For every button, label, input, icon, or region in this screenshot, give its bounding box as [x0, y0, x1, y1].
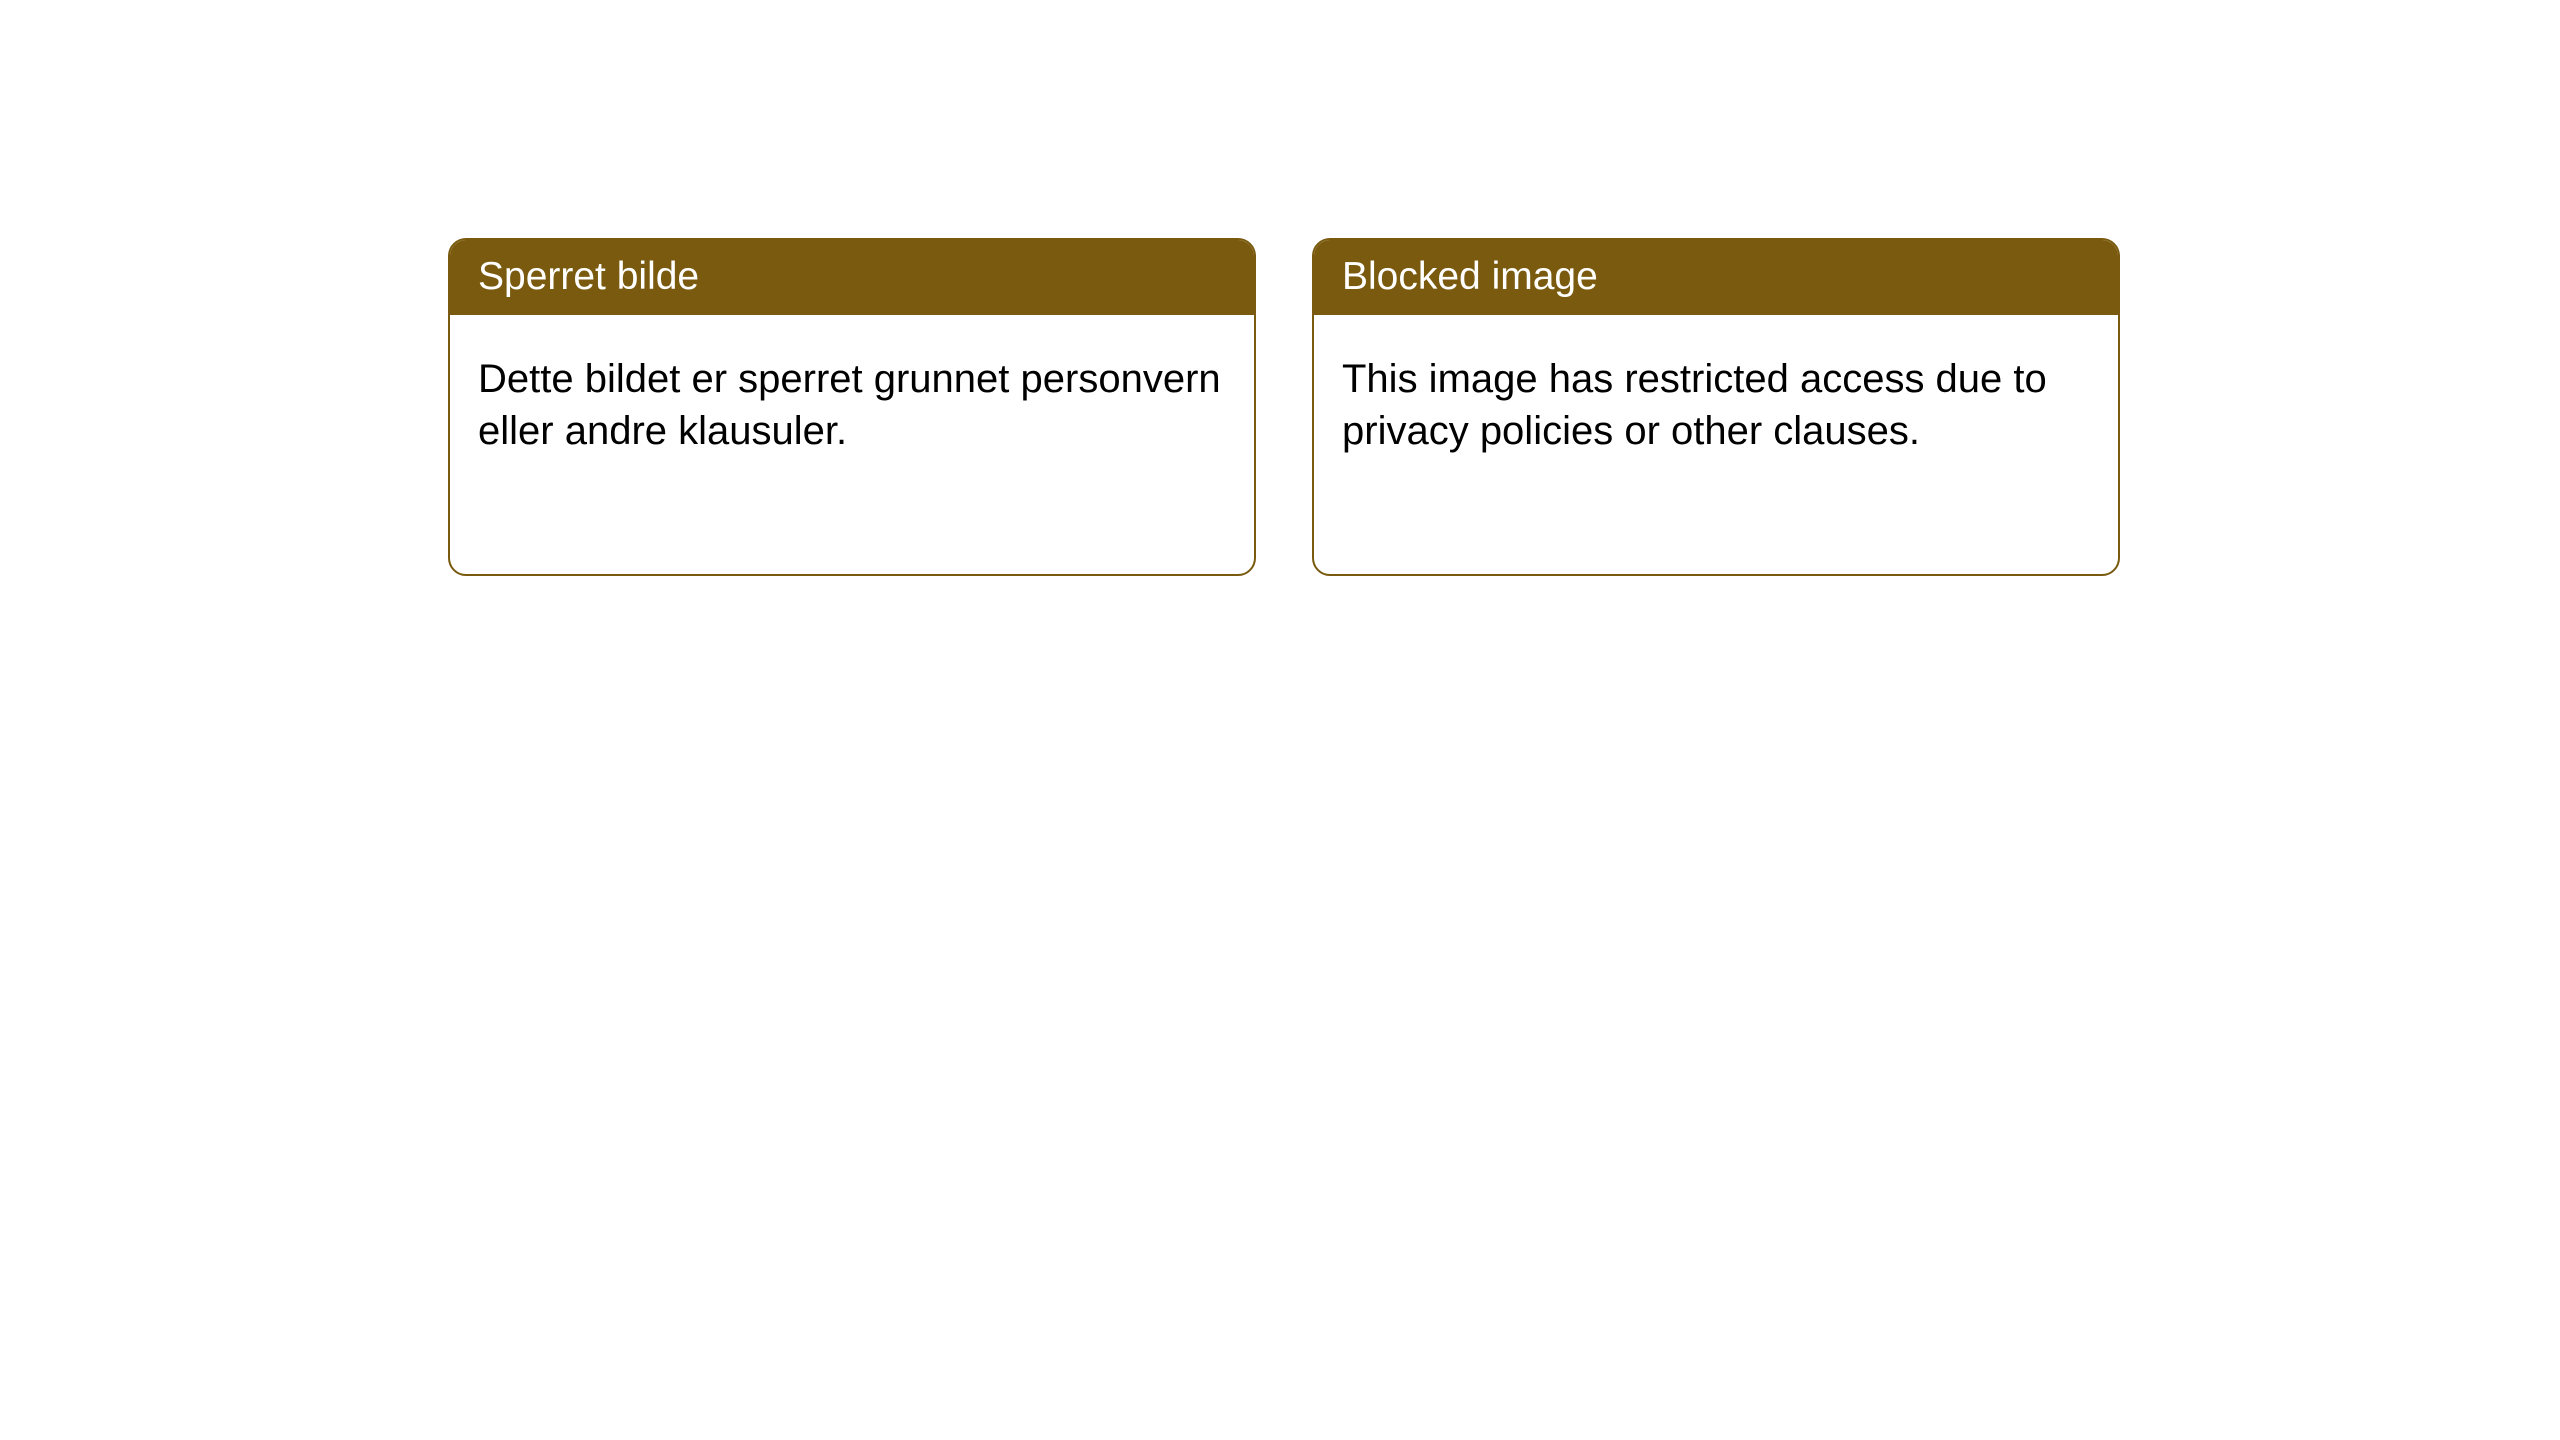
- notice-container: Sperret bilde Dette bildet er sperret gr…: [0, 0, 2560, 576]
- notice-card-title: Sperret bilde: [450, 240, 1254, 315]
- notice-card-title: Blocked image: [1314, 240, 2118, 315]
- notice-card-norwegian: Sperret bilde Dette bildet er sperret gr…: [448, 238, 1256, 576]
- notice-card-english: Blocked image This image has restricted …: [1312, 238, 2120, 576]
- notice-card-body: This image has restricted access due to …: [1314, 315, 2118, 495]
- notice-card-body: Dette bildet er sperret grunnet personve…: [450, 315, 1254, 495]
